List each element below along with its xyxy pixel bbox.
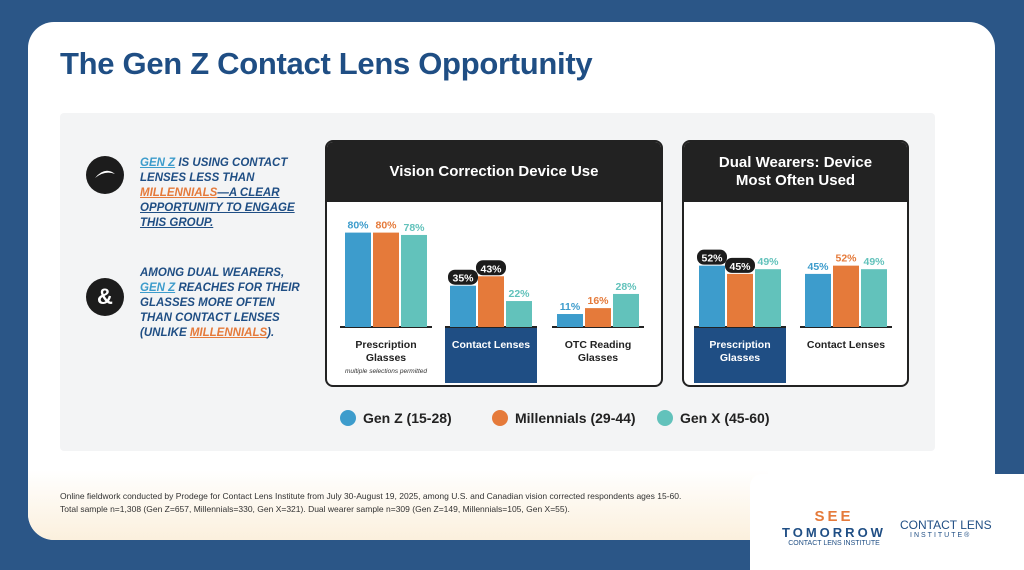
bar (861, 269, 887, 327)
cli-logo: CONTACT LENS INSTITUTE® (900, 518, 1020, 539)
chart-title: Dual Wearers: Device Most Often Used (684, 142, 907, 202)
value-label: 45% (807, 261, 829, 273)
icon-lens (86, 156, 124, 194)
value-label: 45% (729, 261, 751, 273)
x-category-label: Prescription Glasses (709, 339, 771, 364)
highlight-band (694, 327, 786, 383)
footnote-line: Online fieldwork conducted by Prodege fo… (60, 491, 682, 501)
see-tomorrow-logo: SEE TOMORROW CONTACT LENS INSTITUTE (774, 508, 894, 547)
bar (373, 232, 399, 327)
callout-part: —A CLEAR OPPORTUNITY TO ENGAGE THIS GROU… (140, 187, 295, 229)
label-box (476, 260, 506, 276)
callout-part: MILLENNIALS (189, 327, 268, 339)
callout-part: ). (267, 327, 275, 339)
value-label: 16% (587, 295, 609, 307)
x-category-label: Contact Lenses (451, 339, 531, 351)
value-label: 28% (615, 281, 637, 293)
bar (727, 273, 753, 327)
legend-label: Gen X (45-60) (680, 410, 770, 426)
bar (833, 265, 859, 327)
callout-part: GEN Z (140, 282, 176, 294)
chart-title: Vision Correction Device Use (327, 142, 661, 202)
value-label: 52% (835, 253, 857, 265)
callout-part: AMONG DUAL WEARERS, (140, 267, 285, 279)
icon-ampersand: & (86, 278, 124, 316)
callout: AMONG DUAL WEARERS, GEN Z REACHES FOR TH… (140, 266, 300, 341)
bar (805, 273, 831, 327)
x-category-label: Contact Lenses (806, 339, 886, 351)
lens-glyph (95, 170, 115, 178)
legend-swatch (340, 410, 356, 426)
footnote-line: Total sample n=1,308 (Gen Z=657, Millenn… (60, 504, 570, 514)
legend-label: Gen Z (15-28) (363, 410, 452, 426)
bar (506, 301, 532, 327)
value-label: 49% (863, 256, 885, 268)
x-category-label: Prescription Glasses (355, 339, 417, 364)
callout-part: MILLENNIALS (140, 187, 218, 199)
bar (401, 234, 427, 327)
bar (755, 269, 781, 327)
value-label: 78% (403, 222, 425, 234)
bar (345, 232, 371, 327)
x-category-label: OTC Reading Glasses (564, 339, 632, 364)
callout-part: IS USING CONTACT LENSES LESS THAN (140, 157, 288, 184)
value-label: 80% (375, 220, 397, 232)
bar (478, 276, 504, 327)
chart-note: multiple selections permitted (344, 368, 427, 375)
logo-text: CONTACT LENS (900, 518, 992, 532)
page-title: The Gen Z Contact Lens Opportunity (60, 46, 593, 81)
label-box (725, 257, 755, 273)
legend-item: Gen Z (15-28) (340, 410, 452, 426)
value-label: 35% (452, 273, 474, 285)
value-label: 22% (508, 288, 530, 300)
legend-swatch (657, 410, 673, 426)
highlight-band (445, 327, 537, 383)
value-label: 49% (757, 256, 779, 268)
legend-item: Gen X (45-60) (657, 410, 769, 426)
legend-swatch (492, 410, 508, 426)
value-label: 52% (701, 253, 723, 265)
legend-label: Millennials (29-44) (515, 410, 636, 426)
footnote: Online fieldwork conducted by Prodege fo… (60, 490, 681, 516)
value-label: 80% (347, 220, 369, 232)
value-label: 11% (560, 301, 581, 313)
callout: GEN Z IS USING CONTACT LENSES LESS THAN … (140, 156, 300, 231)
logo-text: CONTACT LENS INSTITUTE (788, 540, 880, 547)
bar (699, 265, 725, 327)
bar (450, 285, 476, 327)
logo-text: INSTITUTE® (910, 532, 972, 539)
logo-text: SEE (814, 508, 854, 525)
label-box (697, 249, 727, 265)
value-label: 43% (480, 263, 502, 275)
callout-part: REACHES FOR THEIR GLASSES MORE OFTEN THA… (140, 282, 300, 339)
legend-item: Millennials (29-44) (492, 410, 636, 426)
label-box (448, 269, 478, 285)
logo-text: TOMORROW (782, 525, 886, 540)
bar (557, 314, 583, 327)
logo-area: SEE TOMORROW CONTACT LENS INSTITUTE CONT… (750, 474, 1024, 570)
callout-part: GEN Z (140, 157, 176, 169)
bar (613, 293, 639, 327)
footer-band (28, 470, 768, 540)
bar (585, 308, 611, 327)
